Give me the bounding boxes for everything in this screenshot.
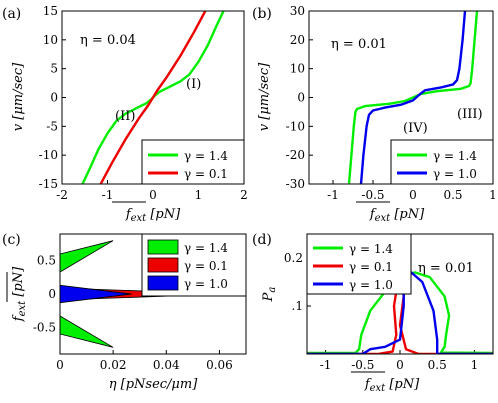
panel-c-xtick-label: 0.04 — [153, 358, 180, 372]
panel-b-series-2 — [359, 11, 467, 184]
panel-b-ytick-label: -30 — [286, 177, 305, 191]
panel-a-xtick-label: 0 — [149, 188, 157, 202]
panel-b-curve-label-2: (III) — [457, 107, 483, 122]
panel-a-label: (a) — [2, 6, 21, 22]
panel-c-xtick-label: 0 — [56, 358, 64, 372]
panel-a-series-2 — [99, 11, 207, 184]
panel-a-ytick-label: -15 — [39, 177, 58, 191]
panel-c-legend-swatch-2 — [147, 257, 179, 273]
panel-a-series — [81, 11, 225, 184]
panel-a-ylabel: v [μm/sec] — [11, 62, 26, 131]
panel-a-legend-2: γ = 0.1 — [184, 167, 228, 181]
panel-c-legend-swatch-3 — [147, 275, 179, 291]
panel-b: (b) -30 -20 -10 0 10 20 30 -1 -0.5 0 0.5 1 η = 0.0… — [252, 4, 497, 224]
panel-a-ytick-label: 5 — [50, 62, 58, 76]
panel-d-x-ticks: -1 -0.5 0 0.5 1 — [320, 350, 478, 372]
panel-d-ylabel: Pa — [261, 287, 278, 303]
panel-c: (c) -0.5 0 0.5 0 0.02 0.04 0.06 γ = 1.4 γ = 0… — [2, 232, 247, 392]
panel-b-label: (b) — [252, 6, 272, 22]
panel-c-ytick-label: 0.5 — [37, 254, 56, 268]
panel-d-legend: γ = 1.4 γ = 0.1 γ = 1.0 — [306, 233, 412, 295]
panel-a-ytick-label: 15 — [43, 4, 58, 18]
panel-d-legend-2: γ = 0.1 — [349, 260, 393, 274]
panel-c-region-3 — [60, 284, 132, 304]
panel-a-ytick-label: -10 — [39, 148, 58, 162]
panel-d-xtick-label: -0.5 — [351, 358, 374, 372]
panel-d-label: (d) — [252, 232, 272, 248]
panel-c-xtick-label: 0.02 — [100, 358, 127, 372]
panel-d-ytick-label: 0.2 — [284, 251, 303, 265]
panel-c-region-1-lower — [60, 315, 114, 348]
panel-b-xtick-label: 1 — [489, 188, 497, 202]
panel-d-ytick-label: .1 — [292, 299, 303, 313]
panel-a-xtick-label: -1 — [102, 188, 114, 202]
panel-c-xlabel: η [pNsec/μm] — [109, 377, 198, 392]
panel-b-y-ticks: -30 -20 -10 0 10 20 30 — [286, 4, 313, 191]
panel-d-legend-3: γ = 1.0 — [349, 278, 393, 292]
panel-d-xtick-label: 0.5 — [428, 358, 447, 372]
panel-a-curve-label-2: (II) — [115, 109, 135, 124]
panel-b-x-ticks: -1 -0.5 0 0.5 1 — [327, 180, 497, 202]
panel-b-xtick-label: -1 — [327, 188, 339, 202]
panel-b-ytick-label: 20 — [290, 33, 305, 47]
panel-d-legend-1: γ = 1.4 — [349, 242, 393, 256]
panel-c-ylabel: fext [pN] — [11, 266, 28, 322]
panel-c-region-1-upper — [60, 240, 114, 273]
panel-a-xtick-label: -2 — [56, 188, 68, 202]
panel-a-ytick-label: -5 — [46, 119, 58, 133]
panel-b-curve-label-1: (IV) — [403, 121, 428, 136]
panel-c-xtick-label: 0.06 — [206, 358, 233, 372]
panel-b-xtick-label: -0.5 — [361, 188, 384, 202]
panel-a-ytick-label: 0 — [50, 91, 58, 105]
panel-b-ytick-label: -10 — [286, 119, 305, 133]
panel-c-ytick-label: -0.5 — [33, 320, 56, 334]
panel-c-x-ticks: 0 0.02 0.04 0.06 — [56, 350, 233, 372]
panel-a-annotation: η = 0.04 — [80, 33, 136, 48]
panel-c-label: (c) — [2, 232, 21, 248]
panel-c-y-ticks: -0.5 0 0.5 — [33, 254, 64, 334]
panel-b-ytick-label: 0 — [297, 91, 305, 105]
panel-a-xtick-label: 2 — [240, 188, 248, 202]
panel-a-ytick-label: 10 — [43, 33, 58, 47]
panel-a-legend: γ = 1.4 γ = 0.1 — [141, 139, 245, 185]
panel-a-xlabel: fext [pN] — [125, 207, 181, 224]
panel-d-annotation: η = 0.01 — [418, 261, 474, 276]
panel-a-legend-1: γ = 1.4 — [184, 149, 228, 163]
panel-c-legend-2: γ = 0.1 — [184, 259, 228, 273]
panel-d-series-1 — [307, 271, 493, 354]
panel-a-curve-label-1: (I) — [186, 77, 201, 92]
panel-c-legend-3: γ = 1.0 — [184, 277, 228, 291]
panel-c-legend-1: γ = 1.4 — [184, 241, 228, 255]
panel-b-ytick-label: -20 — [286, 148, 305, 162]
panel-b-legend-1: γ = 1.4 — [433, 149, 477, 163]
panel-b-series — [347, 11, 479, 184]
panel-b-legend: γ = 1.4 γ = 1.0 — [390, 139, 494, 185]
panel-b-ylabel: v [μm/sec] — [257, 62, 272, 131]
panel-d: (d) .1 0.2 -1 -0.5 0 0.5 1 γ = 1.4 γ = 0.1 γ … — [252, 232, 494, 394]
panel-b-ytick-label: 30 — [290, 4, 305, 18]
panel-b-annotation: η = 0.01 — [331, 37, 387, 52]
panel-c-legend-swatch-1 — [147, 239, 179, 255]
panel-d-xtick-label: 0 — [396, 358, 404, 372]
panel-d-xlabel: fext [pN] — [364, 377, 420, 394]
panel-b-xtick-label: 0 — [409, 188, 417, 202]
panel-b-xlabel: fext [pN] — [369, 207, 425, 224]
panel-b-xtick-label: 0.5 — [443, 188, 462, 202]
panel-a-xtick-label: 1 — [195, 188, 203, 202]
panel-d-xtick-label: 1 — [471, 358, 479, 372]
panel-b-legend-2: γ = 1.0 — [433, 167, 477, 181]
panel-d-xtick-label: -1 — [320, 358, 332, 372]
panel-c-legend: γ = 1.4 γ = 0.1 γ = 1.0 — [141, 233, 247, 297]
panel-c-ytick-label: 0 — [48, 287, 56, 301]
panel-b-series-1 — [347, 11, 479, 184]
panel-b-ytick-label: 10 — [290, 62, 305, 76]
